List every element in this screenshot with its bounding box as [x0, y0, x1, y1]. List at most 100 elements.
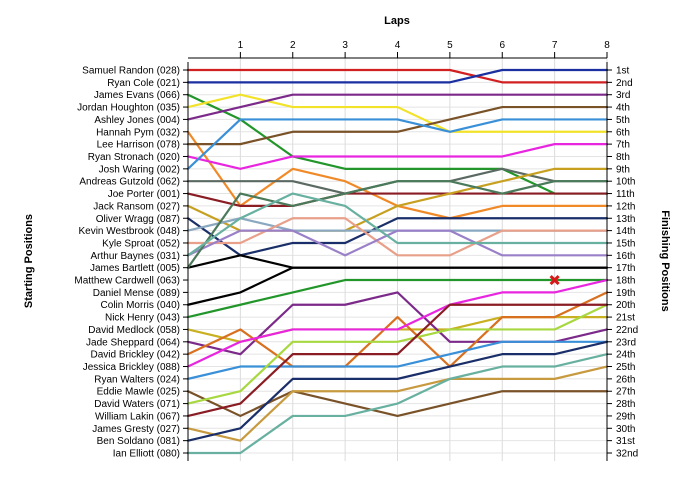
series-line: [186, 192, 609, 208]
series-layer: [186, 68, 609, 455]
finish-position-label: 7th: [616, 140, 630, 151]
x-tick-label: 7: [552, 40, 558, 51]
finish-position-label: 23rd: [616, 337, 636, 348]
start-position-label: Eddie Mawle (025): [97, 387, 180, 398]
start-position-label: Daniel Mense (089): [93, 288, 180, 299]
start-position-label: Joe Porter (001): [108, 189, 180, 200]
marks-layer: [549, 274, 560, 286]
series-line: [186, 266, 609, 306]
start-position-label: Ryan Walters (024): [94, 374, 180, 385]
finish-position-label: 22nd: [616, 325, 638, 336]
series-line: [186, 68, 609, 84]
start-position-label: Jack Ransom (027): [93, 201, 180, 212]
finish-position-label: 15th: [616, 238, 635, 249]
finish-position-label: 8th: [616, 152, 630, 163]
finish-position-label: 31st: [616, 436, 635, 447]
x-tick-label: 8: [604, 40, 610, 51]
series-line: [186, 217, 609, 257]
series-line: [186, 118, 609, 170]
y-axis-title-left: Starting Positions: [23, 214, 35, 308]
series-line: [186, 390, 609, 418]
start-position-label: Ian Elliott (080): [113, 449, 180, 460]
finish-position-label: 4th: [616, 103, 630, 114]
series-line: [186, 217, 609, 257]
start-position-label: David Waters (071): [94, 399, 180, 410]
series-line: [186, 68, 609, 84]
start-position-label: James Bartlett (005): [90, 263, 180, 274]
start-position-label: David Medlock (058): [88, 325, 180, 336]
x-tick-label: 1: [238, 40, 244, 51]
start-position-label: Arthur Baynes (031): [91, 251, 181, 262]
finish-position-label: 21st: [616, 313, 635, 324]
x-tick-label: 3: [342, 40, 348, 51]
series-line: [186, 303, 609, 418]
finish-position-label: 6th: [616, 127, 630, 138]
finish-position-label: 2nd: [616, 78, 633, 89]
start-position-label: Kyle Sproat (052): [102, 238, 180, 249]
start-position-label: Hannah Pym (032): [96, 127, 180, 138]
finish-position-label: 24th: [616, 350, 635, 361]
start-position-label: William Lakin (067): [95, 411, 180, 422]
y-axis-title-right: Finishing Positions: [659, 210, 671, 311]
start-position-label: Ashley Jones (004): [94, 115, 180, 126]
finish-position-label: 17th: [616, 263, 635, 274]
finish-position-label: 32nd: [616, 449, 638, 460]
finish-position-label: 30th: [616, 424, 635, 435]
start-position-label: Colin Morris (040): [101, 300, 180, 311]
finish-position-label: 10th: [616, 177, 635, 188]
finish-position-label: 3rd: [616, 90, 630, 101]
series-line: [186, 105, 609, 146]
start-position-label: Kevin Westbrook (048): [78, 226, 180, 237]
axes-layer: Laps Starting Positions Finishing Positi…: [23, 15, 671, 461]
start-position-label: Andreas Gutzold (062): [79, 177, 180, 188]
x-tick-label: 6: [499, 40, 505, 51]
start-position-label: Jessica Brickley (088): [83, 362, 180, 373]
start-position-label: Josh Waring (002): [99, 164, 180, 175]
x-tick-label: 5: [447, 40, 453, 51]
x-tick-label: 2: [290, 40, 296, 51]
start-position-label: Lee Harrison (078): [97, 140, 180, 151]
series-line: [186, 229, 609, 257]
finish-position-label: 27th: [616, 387, 635, 398]
finish-position-label: 1st: [616, 66, 630, 77]
x-marker-stroke: [549, 274, 560, 286]
finish-position-label: 28th: [616, 399, 635, 410]
start-position-label: David Brickley (042): [91, 350, 180, 361]
finish-position-label: 19th: [616, 288, 635, 299]
finish-position-label: 14th: [616, 226, 635, 237]
finish-position-label: 11th: [616, 189, 635, 200]
start-position-label: Matthew Cardwell (063): [74, 276, 180, 287]
start-position-label: Nick Henry (043): [105, 313, 180, 324]
start-position-label: Oliver Wragg (087): [96, 214, 180, 225]
finish-position-label: 18th: [616, 276, 635, 287]
finish-position-label: 9th: [616, 164, 630, 175]
series-line: [186, 340, 609, 442]
start-position-label: James Gresty (027): [92, 424, 180, 435]
start-position-label: Jade Sheppard (064): [86, 337, 180, 348]
finish-position-label: 25th: [616, 362, 635, 373]
chart-title: Laps: [384, 15, 410, 27]
series-line: [186, 93, 609, 121]
series-line: [186, 365, 609, 442]
finish-position-label: 13th: [616, 214, 635, 225]
x-tick-label: 4: [395, 40, 401, 51]
series-line: [186, 278, 609, 368]
finish-position-label: 20th: [616, 300, 635, 311]
start-position-label: Ben Soldano (081): [97, 436, 180, 447]
start-position-label: James Evans (066): [94, 90, 180, 101]
start-position-label: Samuel Randon (028): [82, 66, 180, 77]
start-position-label: Ryan Cole (021): [107, 78, 180, 89]
finish-position-label: 16th: [616, 251, 635, 262]
series-line: [186, 303, 609, 405]
labels-layer: 1 2 3 4 5 6 7 8 Samuel Randon (028)Ryan Cole (02…: [74, 40, 638, 460]
finish-position-label: 12th: [616, 201, 635, 212]
series-line: [186, 180, 609, 269]
series-line: [186, 291, 609, 368]
series-line: [186, 93, 609, 133]
series-line: [186, 192, 609, 257]
series-line: [186, 340, 609, 380]
start-position-label: Jordan Houghton (035): [77, 103, 180, 114]
series-line: [186, 143, 609, 170]
